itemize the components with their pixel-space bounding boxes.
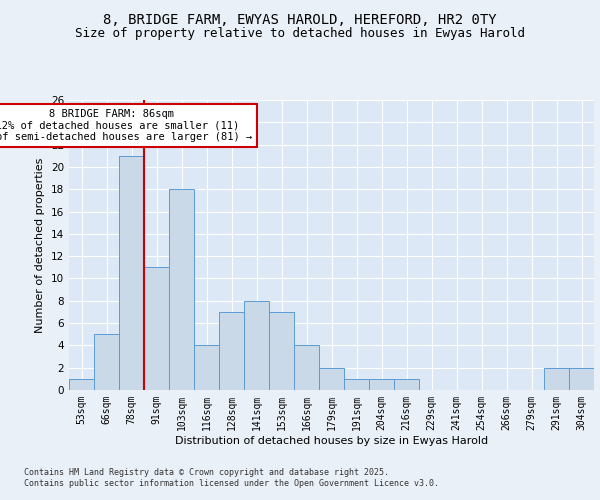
Bar — [269, 312, 294, 390]
Bar — [544, 368, 569, 390]
Text: Size of property relative to detached houses in Ewyas Harold: Size of property relative to detached ho… — [75, 28, 525, 40]
Text: Contains HM Land Registry data © Crown copyright and database right 2025.
Contai: Contains HM Land Registry data © Crown c… — [24, 468, 439, 487]
Bar — [69, 379, 94, 390]
Bar — [119, 156, 144, 390]
Bar — [219, 312, 244, 390]
Text: 8, BRIDGE FARM, EWYAS HAROLD, HEREFORD, HR2 0TY: 8, BRIDGE FARM, EWYAS HAROLD, HEREFORD, … — [103, 12, 497, 26]
Bar — [194, 346, 219, 390]
Bar — [244, 301, 269, 390]
Bar — [144, 268, 169, 390]
Bar — [94, 334, 119, 390]
Bar — [369, 379, 394, 390]
Bar — [319, 368, 344, 390]
Y-axis label: Number of detached properties: Number of detached properties — [35, 158, 46, 332]
Bar — [294, 346, 319, 390]
Bar — [569, 368, 594, 390]
Bar — [344, 379, 369, 390]
X-axis label: Distribution of detached houses by size in Ewyas Harold: Distribution of detached houses by size … — [175, 436, 488, 446]
Text: 8 BRIDGE FARM: 86sqm
← 12% of detached houses are smaller (11)
88% of semi-detac: 8 BRIDGE FARM: 86sqm ← 12% of detached h… — [0, 109, 252, 142]
Bar — [169, 189, 194, 390]
Bar — [394, 379, 419, 390]
